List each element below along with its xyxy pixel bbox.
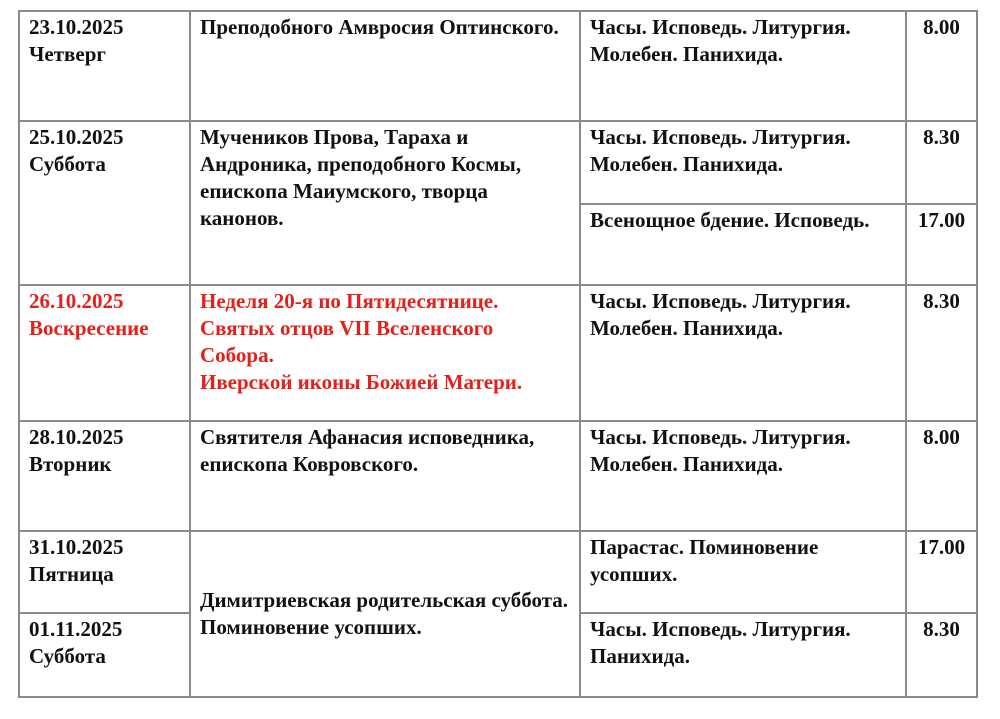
table-row: 28.10.2025 Вторник Святителя Афанасия исп… [18, 420, 978, 532]
weekday: Вторник [29, 452, 112, 476]
date: 25.10.2025 [29, 125, 124, 149]
feast-line: Неделя 20-я по Пятидесятнице. [200, 289, 499, 313]
service-cell: Часы. Исповедь. Литургия. Молебен. Паних… [579, 420, 907, 532]
date: 26.10.2025 [29, 289, 124, 313]
date-cell: 26.10.2025 Воскресение [18, 284, 191, 422]
description-cell: Преподобного Амвросия Оптинского. [189, 10, 581, 122]
service-cell: Часы. Исповедь. Литургия. Панихида. [579, 612, 907, 698]
time-cell: 8.30 [905, 612, 978, 698]
service-cell: Часы. Исповедь. Литургия. Молебен. Паних… [579, 120, 907, 205]
feast-line: Иверской иконы Божией Матери. [200, 370, 523, 394]
time-cell: 17.00 [905, 203, 978, 286]
table-row: 26.10.2025 Воскресение Неделя 20-я по Пят… [18, 284, 978, 422]
time-cell: 8.30 [905, 120, 978, 205]
table-row: 31.10.2025 Пятница Димитриевская родитель… [18, 530, 978, 698]
date: 01.11.2025 [29, 617, 123, 641]
weekday: Суббота [29, 152, 106, 176]
service-cell: Часы. Исповедь. Литургия. Молебен. Паних… [579, 10, 907, 122]
service-cell: Всенощное бдение. Исповедь. [579, 203, 907, 286]
date-cell: 25.10.2025 Суббота [18, 120, 191, 286]
table-row: 01.11.2025 Суббота Часы. Исповедь. Литург… [18, 612, 978, 698]
date-cell: 01.11.2025 Суббота [18, 612, 191, 698]
table-row: 23.10.2025 Четверг Преподобного Амвросия … [18, 10, 978, 122]
weekday: Суббота [29, 644, 106, 668]
date: 28.10.2025 [29, 425, 124, 449]
date: 23.10.2025 [29, 15, 124, 39]
table-row: Всенощное бдение. Исповедь. 17.00 [19, 203, 978, 286]
service-cell: Часы. Исповедь. Литургия. Молебен. Паних… [579, 284, 907, 422]
schedule-table: 23.10.2025 Четверг Преподобного Амвросия … [18, 10, 978, 698]
time-cell: 8.30 [905, 284, 978, 422]
weekday: Пятница [29, 562, 114, 586]
date: 31.10.2025 [29, 535, 124, 559]
feast-line: Святых отцов VII Вселенского Собора. [200, 316, 494, 367]
time-cell: 8.00 [905, 420, 978, 532]
time-cell: 17.00 [905, 530, 978, 614]
weekday: Четверг [29, 42, 106, 66]
description-cell: Мучеников Прова, Тараха и Андроника, пре… [189, 120, 581, 286]
date-cell: 23.10.2025 Четверг [18, 10, 191, 122]
date-cell: 28.10.2025 Вторник [18, 420, 191, 532]
description-cell: Неделя 20-я по Пятидесятнице. Святых отцо… [189, 284, 581, 422]
description-cell: Святителя Афанасия исповедника, епископа… [189, 420, 581, 532]
date-cell: 31.10.2025 Пятница [18, 530, 191, 614]
time-cell: 8.00 [905, 10, 978, 122]
weekday: Воскресение [29, 316, 149, 340]
service-cell: Парастас. Поминовение усопших. [579, 530, 907, 614]
table-row: 25.10.2025 Суббота Мучеников Прова, Тарах… [18, 120, 978, 286]
description-cell: Димитриевская родительская суббота. Поми… [189, 530, 581, 698]
